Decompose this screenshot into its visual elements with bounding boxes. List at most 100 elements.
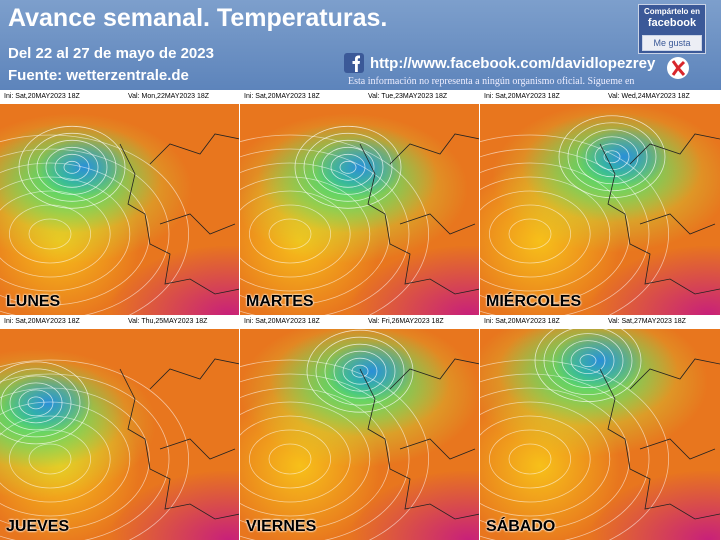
isobars (240, 125, 479, 315)
isobar (543, 329, 633, 396)
temperature-map (240, 329, 479, 540)
isobar (240, 134, 429, 315)
isobar (330, 153, 366, 181)
isobar (18, 125, 126, 209)
isobar (28, 218, 72, 250)
panel-header: Ini: Sat,20MAY2023 18Z Val: Sat,27MAY2023… (480, 315, 720, 329)
isobar (0, 373, 170, 540)
isobar (240, 162, 390, 306)
isobar (240, 387, 390, 531)
isobar (312, 139, 384, 195)
panel-header: Ini: Sat,20MAY2023 18Z Val: Thu,25MAY2023… (0, 315, 239, 329)
facebook-link[interactable]: http://www.facebook.com/davidlopezrey (370, 55, 656, 72)
isobar (579, 354, 597, 368)
init-time: Ini: Sat,20MAY2023 18Z (244, 318, 320, 325)
logo (667, 57, 689, 79)
isobar (480, 387, 630, 531)
isobar (480, 373, 650, 540)
share-brand: facebook (647, 17, 697, 29)
isobar (489, 204, 571, 264)
isobars (240, 329, 479, 540)
isobar (480, 162, 630, 306)
isobar (321, 146, 375, 188)
isobars (0, 358, 239, 540)
isobar (240, 401, 371, 517)
isobar (351, 364, 369, 378)
isobar (240, 415, 351, 503)
isobar (558, 115, 666, 199)
isobar (0, 368, 81, 438)
valid-time: Val: Sat,27MAY2023 18Z (608, 318, 686, 325)
panel-header: Ini: Sat,20MAY2023 18Z Val: Wed,24MAY2023… (480, 90, 720, 104)
subtitle: Del 22 al 27 de mayo de 2023 (8, 45, 214, 62)
temperature-map (480, 329, 720, 540)
isobar (480, 148, 650, 315)
day-label: VIERNES (246, 518, 317, 535)
isobar (0, 162, 150, 306)
isobar (0, 401, 131, 517)
coastline (119, 358, 239, 520)
isobar (9, 382, 63, 424)
isobar (249, 204, 331, 264)
init-time: Ini: Sat,20MAY2023 18Z (4, 93, 80, 100)
coastline (119, 133, 239, 295)
coastline (359, 358, 479, 520)
isobar (249, 429, 331, 489)
day-label: SÁBADO (486, 518, 556, 535)
like-button[interactable]: Me gusta (642, 35, 702, 51)
isobar (240, 148, 410, 315)
isobar (240, 359, 429, 540)
header: Avance semanal. Temperaturas. Del 22 al … (0, 0, 721, 90)
isobar (508, 443, 552, 475)
isobar (0, 415, 111, 503)
day-label: LUNES (6, 293, 61, 310)
share-text: Compártelo en (643, 7, 700, 16)
isobar (480, 176, 611, 292)
isobars (480, 329, 720, 540)
isobar (0, 176, 131, 292)
isobar (594, 143, 630, 171)
isobar (480, 359, 669, 540)
map-panel: Ini: Sat,20MAY2023 18Z Val: Fri,26MAY2023… (240, 315, 480, 540)
isobar (0, 190, 111, 278)
valid-time: Val: Mon,22MAY2023 18Z (128, 93, 210, 100)
coastline (359, 133, 479, 295)
isobar (63, 160, 81, 174)
temperature-map (0, 104, 239, 315)
valid-time: Val: Fri,26MAY2023 18Z (368, 318, 444, 325)
isobar (0, 361, 90, 445)
init-time: Ini: Sat,20MAY2023 18Z (244, 93, 320, 100)
map-panel: Ini: Sat,20MAY2023 18Z Val: Wed,24MAY2023… (480, 90, 721, 315)
map-panel: Ini: Sat,20MAY2023 18Z Val: Mon,22MAY2023… (0, 90, 240, 315)
coastline (599, 133, 720, 295)
isobar (27, 132, 117, 202)
temperature-map (0, 329, 239, 540)
isobar (489, 429, 571, 489)
isobar (552, 333, 624, 389)
isobars (480, 115, 720, 315)
temperature-map (240, 104, 479, 315)
share-box[interactable]: Compártelo en facebook Me gusta (638, 4, 706, 54)
isobar (27, 396, 45, 410)
map-panel: Ini: Sat,20MAY2023 18Z Val: Sat,27MAY2023… (480, 315, 721, 540)
isobar (480, 134, 669, 315)
isobar (0, 134, 189, 315)
panel-header: Ini: Sat,20MAY2023 18Z Val: Mon,22MAY2023… (0, 90, 239, 104)
isobar (570, 347, 606, 375)
isobar (0, 375, 72, 431)
isobar (0, 148, 170, 315)
isobar (339, 160, 357, 174)
coastline (599, 358, 720, 520)
isobar (240, 373, 410, 540)
disclaimer: Esta información no representa a ningún … (348, 76, 635, 87)
isobar (315, 336, 405, 406)
isobar (480, 190, 591, 278)
isobar (268, 443, 312, 475)
isobar (342, 357, 378, 385)
isobar (324, 343, 396, 399)
isobar (36, 139, 108, 195)
isobar (480, 401, 611, 517)
isobar (333, 350, 387, 392)
isobar (603, 150, 621, 164)
